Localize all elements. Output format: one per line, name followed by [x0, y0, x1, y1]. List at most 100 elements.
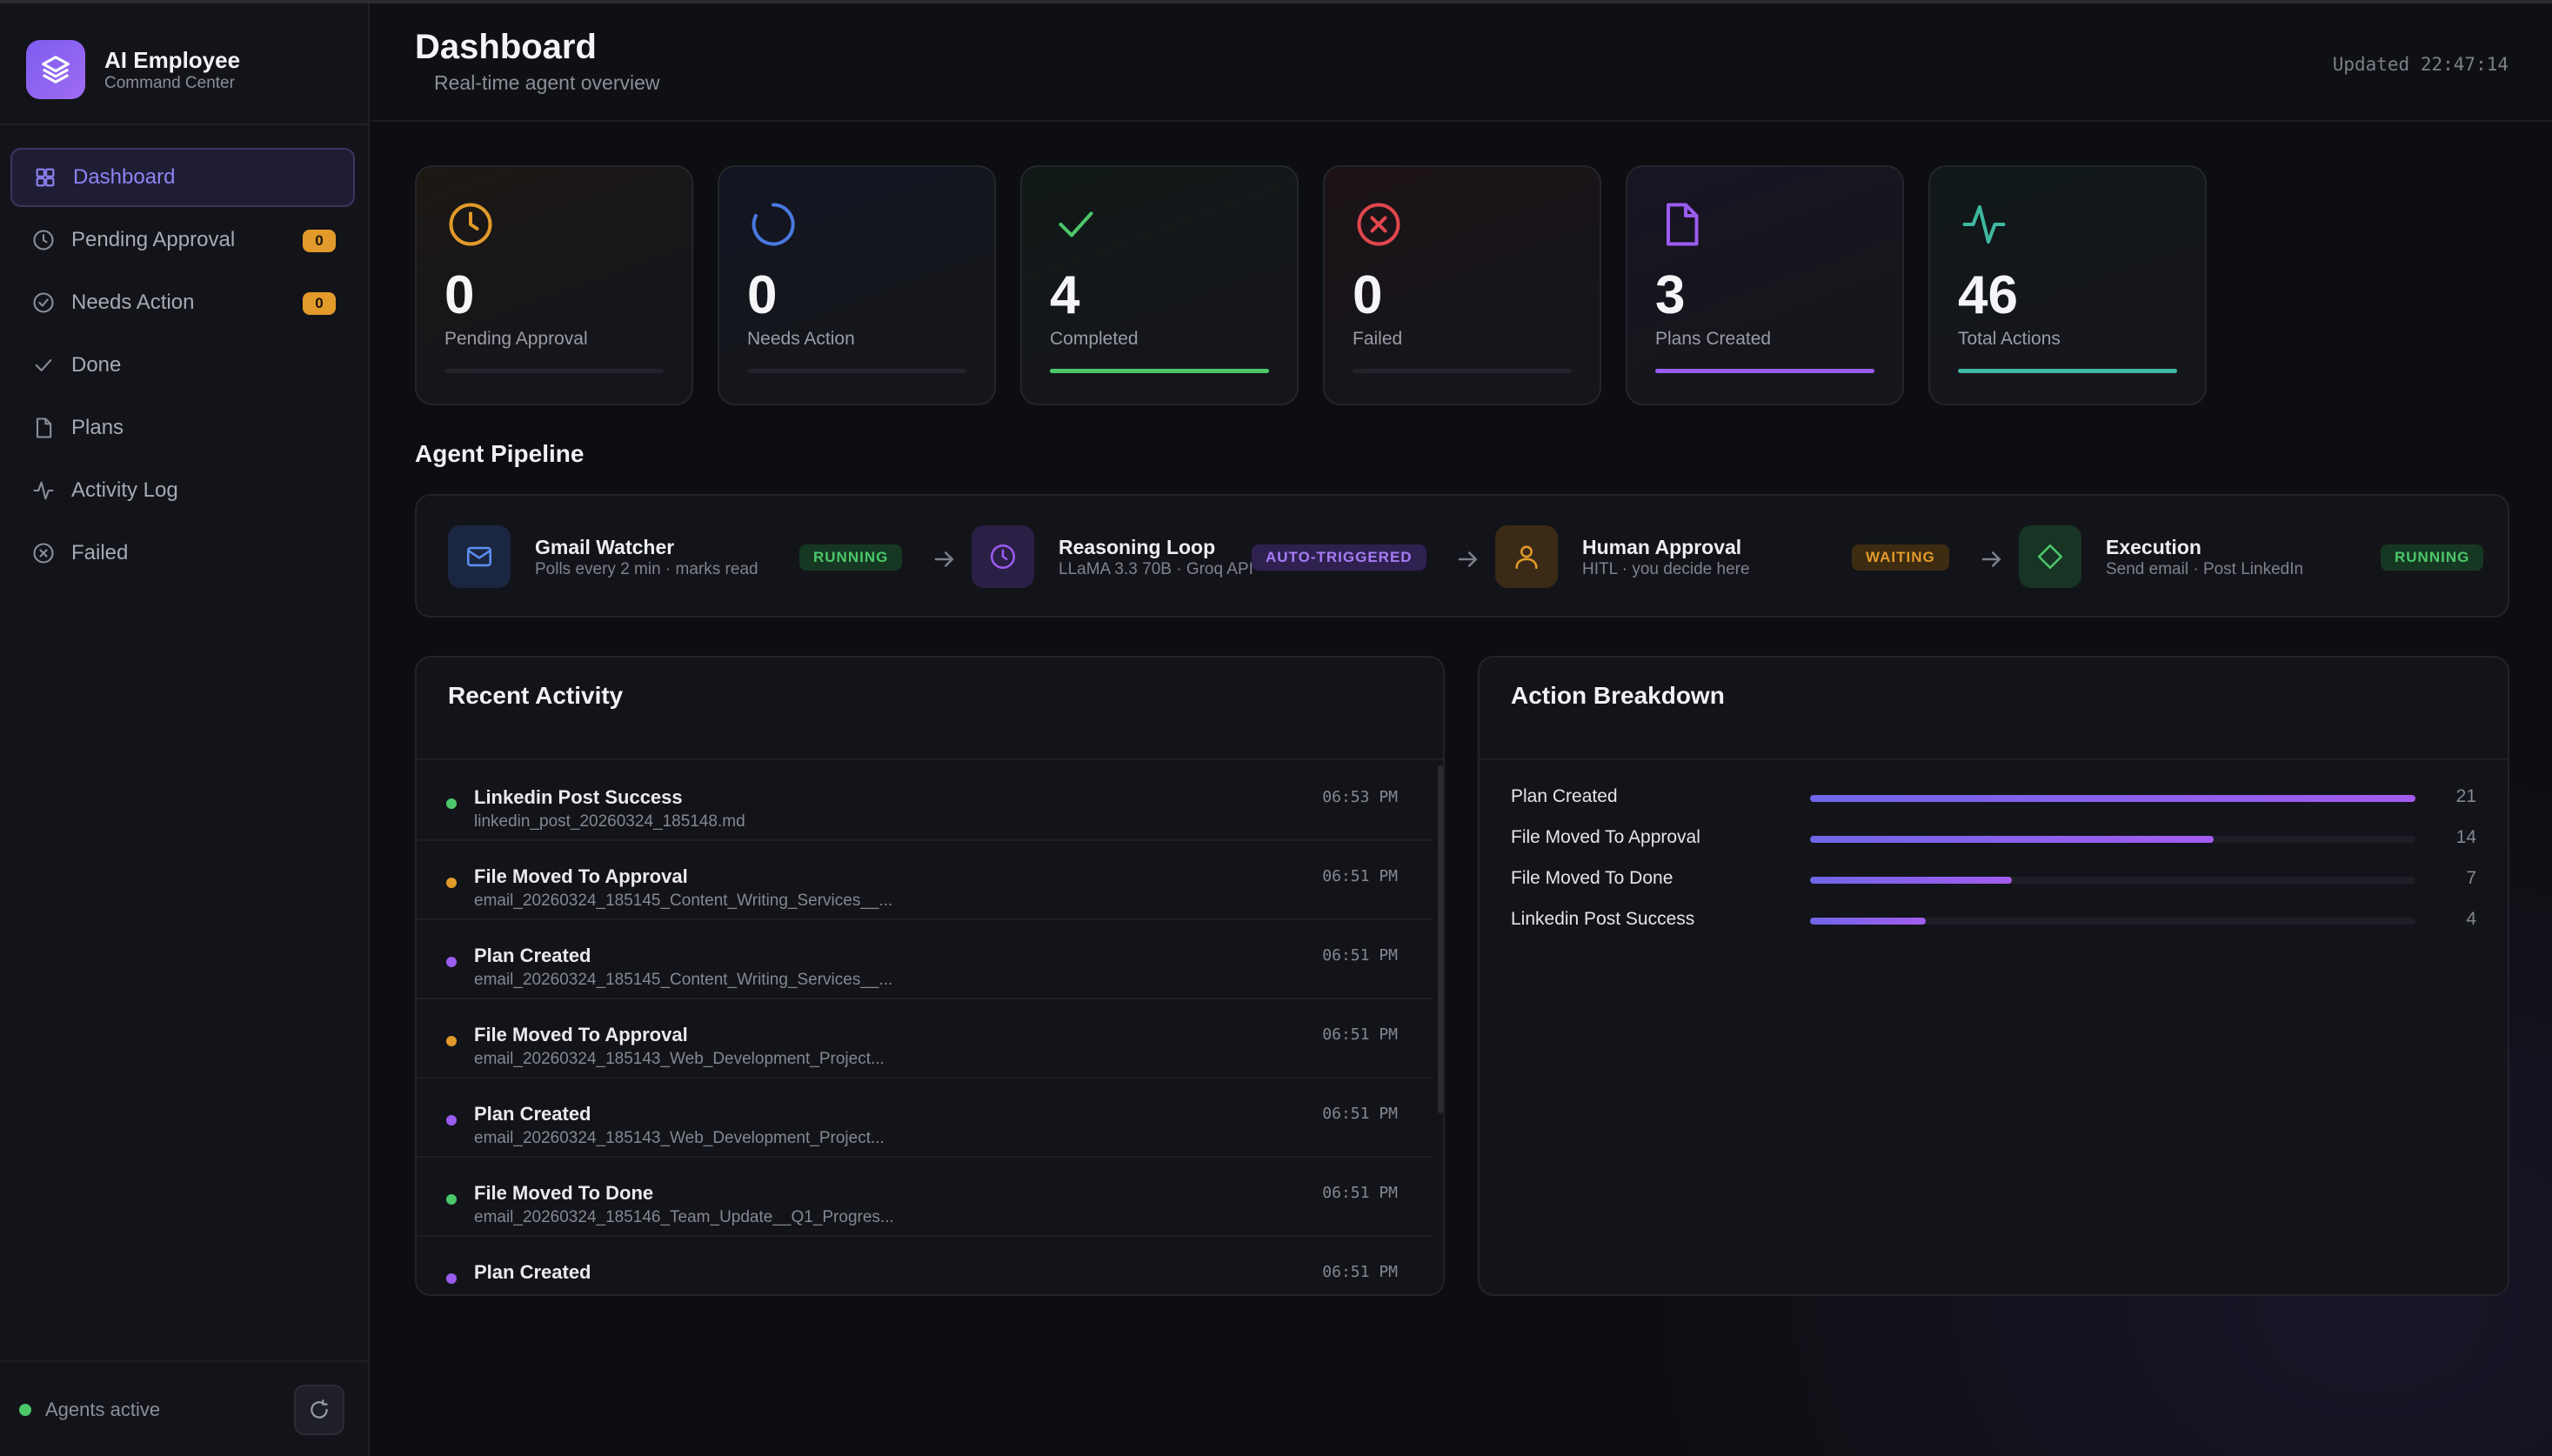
stage-name: Execution [2106, 536, 2201, 558]
status-dot [446, 1115, 457, 1125]
stat-value: 0 [444, 265, 475, 325]
pipeline-stage-execution[interactable]: Execution Send email · Post LinkedIn [2019, 524, 2358, 590]
stat-progress-bar [747, 369, 966, 373]
count-badge: 0 [303, 230, 336, 252]
activity-time: 06:51 PM [1322, 1105, 1398, 1123]
brand: AI Employee Command Center [26, 38, 240, 101]
activity-file: email_20260324_185143_Web_Development_Pr… [474, 1050, 885, 1068]
grid-icon [36, 168, 55, 187]
activity-name: Plan Created [474, 1103, 591, 1125]
breakdown-label: Plan Created [1511, 786, 1618, 806]
activity-row[interactable]: Linkedin Post Success linkedin_post_20260… [417, 762, 1433, 841]
sidebar-item-needs-action[interactable]: Needs Action 0 [10, 273, 355, 332]
clock-icon [449, 203, 492, 246]
stage-description: Polls every 2 min · marks read [535, 560, 758, 578]
breakdown-row: File Moved To Approval 14 [1511, 822, 2476, 857]
stat-card-pending-approval[interactable]: 0 Pending Approval [415, 165, 693, 405]
activity-icon-wrap [30, 477, 57, 504]
x-circle-icon [33, 543, 54, 564]
breakdown-bar-track [1810, 795, 2415, 802]
activity-file: email_20260324_185146_Team_Update__Q1_Pr… [474, 1208, 894, 1226]
stat-label: Failed [1353, 329, 1403, 349]
refresh-button[interactable] [294, 1385, 344, 1435]
brand-subtitle: Command Center [104, 74, 235, 92]
breakdown-count: 21 [2455, 786, 2476, 806]
breakdown-row: File Moved To Done 7 [1511, 863, 2476, 898]
pipeline-stage-reasoning-loop[interactable]: Reasoning Loop LLaMA 3.3 70B · Groq API [972, 524, 1259, 590]
stat-progress-bar [1050, 369, 1269, 373]
activity-file: email_20260324_185143_Web_Development_Pr… [474, 1129, 885, 1147]
activity-row[interactable]: File Moved To Done email_20260324_185146_… [417, 1158, 1433, 1237]
divider [0, 1360, 368, 1362]
sidebar-item-done[interactable]: Done [10, 336, 355, 395]
stat-card-completed[interactable]: 4 Completed [1020, 165, 1299, 405]
stat-label: Total Actions [1958, 329, 2061, 349]
stat-card-plans-created[interactable]: 3 Plans Created [1626, 165, 1904, 405]
activity-row[interactable]: Plan Created email_20260324_185145_Conten… [417, 920, 1433, 999]
divider [0, 124, 368, 125]
breakdown-bar-track [1810, 918, 2415, 925]
breakdown-bar [1810, 836, 2214, 843]
activity-row[interactable]: Plan Created 06:51 PM [417, 1237, 1433, 1294]
pipeline-stage-human-approval[interactable]: Human Approval HITL · you decide here [1495, 524, 1834, 590]
activity-row[interactable]: File Moved To Approval email_20260324_185… [417, 999, 1433, 1079]
stat-icon [1353, 198, 1405, 250]
activity-time: 06:51 PM [1322, 1263, 1398, 1281]
stat-value: 4 [1050, 265, 1080, 325]
page-title: Dashboard [415, 28, 597, 66]
stat-cards: 0 Pending Approval 0 Needs Action 4 Completed… [415, 165, 2231, 405]
stage-icon [972, 525, 1034, 588]
sidebar-item-plans[interactable]: Plans [10, 398, 355, 458]
activity-name: File Moved To Approval [474, 865, 688, 887]
refresh-icon [311, 1399, 328, 1419]
stat-progress-fill [1655, 369, 1874, 373]
pipeline-stage-gmail-watcher[interactable]: Gmail Watcher Polls every 2 min · marks r… [448, 524, 787, 590]
breakdown-bar-track [1810, 877, 2415, 884]
action-breakdown-panel: Action Breakdown Plan Created 21 File Move… [1478, 656, 2509, 1296]
mail-icon [466, 546, 492, 567]
stage-name: Human Approval [1582, 536, 1742, 558]
check-circle-icon [33, 292, 54, 313]
stage-status-badge: RUNNING [2381, 544, 2484, 571]
sidebar-item-pending-approval[interactable]: Pending Approval 0 [10, 210, 355, 270]
activity-icon [33, 481, 54, 500]
check-icon [35, 359, 52, 371]
status-dot [446, 957, 457, 967]
stage-description: Send email · Post LinkedIn [2106, 560, 2304, 578]
stat-label: Plans Created [1655, 329, 1772, 349]
arrow-right-icon [1455, 546, 1481, 572]
stat-icon [1050, 198, 1102, 250]
activity-file: email_20260324_185145_Content_Writing_Se… [474, 971, 893, 989]
sidebar-item-label: Plans [71, 416, 124, 439]
user-icon [1515, 545, 1538, 570]
sidebar-item-failed[interactable]: Failed [10, 524, 355, 583]
sidebar-item-activity-log[interactable]: Activity Log [10, 461, 355, 520]
breakdown-count: 7 [2466, 868, 2476, 888]
updated-timestamp: Updated 22:47:14 [2332, 54, 2509, 75]
stat-progress-fill [1050, 369, 1269, 373]
check-icon-wrap [30, 351, 57, 379]
stage-status-badge: WAITING [1852, 544, 1949, 571]
page-subtitle: Real-time agent overview [434, 71, 660, 94]
scrollbar[interactable] [1438, 765, 1443, 1113]
stat-card-failed[interactable]: 0 Failed [1323, 165, 1601, 405]
status-dot [446, 1273, 457, 1284]
activity-row[interactable]: File Moved To Approval email_20260324_185… [417, 841, 1433, 920]
stat-progress-bar [1655, 369, 1874, 373]
breakdown-bar-track [1810, 836, 2415, 843]
stage-icon [448, 525, 511, 588]
breakdown-label: Linkedin Post Success [1511, 909, 1695, 929]
activity-time: 06:53 PM [1322, 788, 1398, 806]
sidebar-item-label: Needs Action [71, 291, 195, 314]
stat-icon [747, 198, 799, 250]
sidebar: AI Employee Command Center Dashboard Pend… [0, 3, 370, 1456]
stat-card-total-actions[interactable]: 46 Total Actions [1928, 165, 2207, 405]
activity-row[interactable]: Plan Created email_20260324_185143_Web_De… [417, 1079, 1433, 1158]
check-circle-icon-wrap [30, 289, 57, 317]
breakdown-label: File Moved To Approval [1511, 827, 1700, 847]
sidebar-item-dashboard[interactable]: Dashboard [10, 148, 355, 207]
clock-icon-wrap [30, 226, 57, 254]
activity-list[interactable]: Linkedin Post Success linkedin_post_20260… [417, 762, 1433, 1294]
stat-card-needs-action[interactable]: 0 Needs Action [718, 165, 996, 405]
main-content: Dashboard Real-time agent overview Updat… [371, 3, 2552, 1456]
